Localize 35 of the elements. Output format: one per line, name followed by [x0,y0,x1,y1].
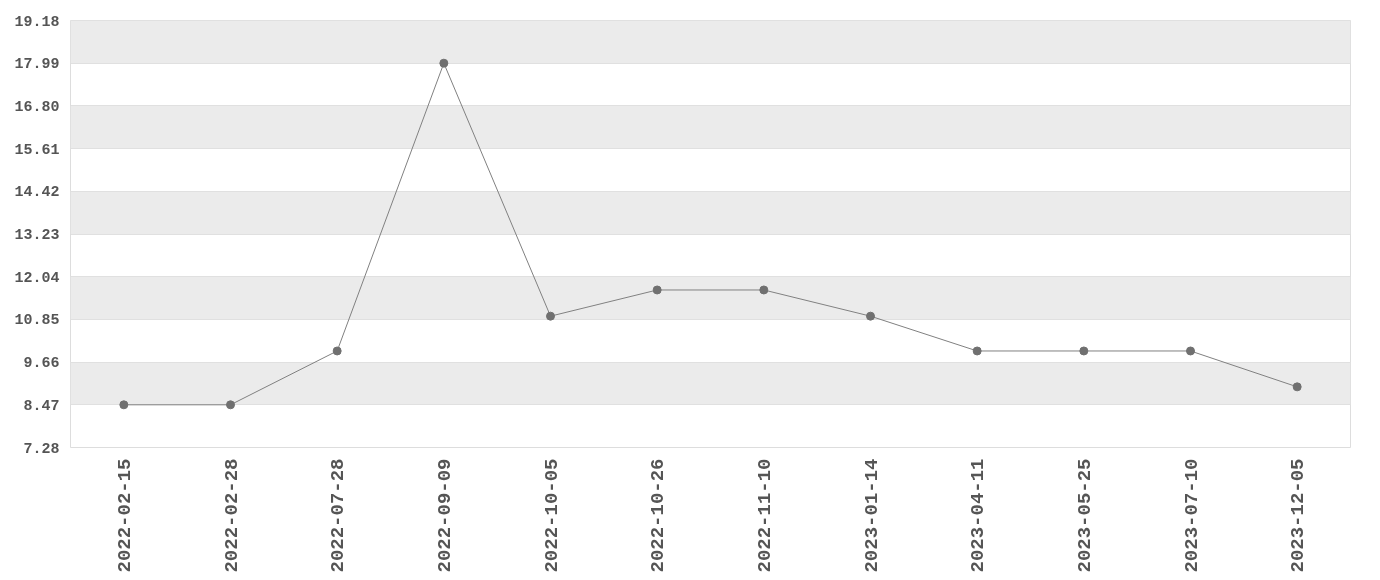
point [972,346,982,356]
x-tick-label: 2023-07-10 [1180,458,1203,573]
point [759,285,769,295]
y-tick-label: 13.23 [14,227,60,244]
x-tick-label: 2022-09-09 [433,458,456,573]
y-tick-label: 9.66 [23,355,60,373]
y-tick-label: 8.47 [23,397,60,415]
y-tick-label: 19.18 [14,13,60,31]
x-tick-label: 2022-10-05 [540,458,563,573]
y-tick-label: 10.85 [14,312,60,330]
x-tick-label: 2023-12-05 [1287,458,1310,573]
x-tick-label: 2022-10-26 [647,458,670,573]
x-tick-label: 2022-02-28 [220,458,243,573]
point [119,400,129,410]
y-tick-label: 17.99 [14,56,60,74]
point [1186,346,1195,356]
y-tick-label: 14.42 [14,184,60,202]
y-tick-label: 12.04 [14,269,60,287]
x-tick-label: 2023-05-25 [1073,458,1096,573]
point [1079,346,1089,356]
x-tick-label: 2022-11-10 [753,458,776,573]
x-tick-label: 2023-01-14 [860,458,883,573]
y-tick-label: 7.28 [23,440,60,458]
point [866,311,875,321]
point [1292,382,1302,392]
point [332,346,342,356]
point [226,400,235,410]
point [652,285,662,295]
y-tick-label: 15.61 [14,141,60,159]
x-tick-label: 2023-04-11 [967,458,990,573]
y-tick-label: 16.80 [14,98,60,116]
point [439,58,449,68]
x-tick-label: 2022-07-28 [327,458,350,573]
x-tick-label: 2022-02-15 [113,458,136,573]
point [546,311,555,321]
